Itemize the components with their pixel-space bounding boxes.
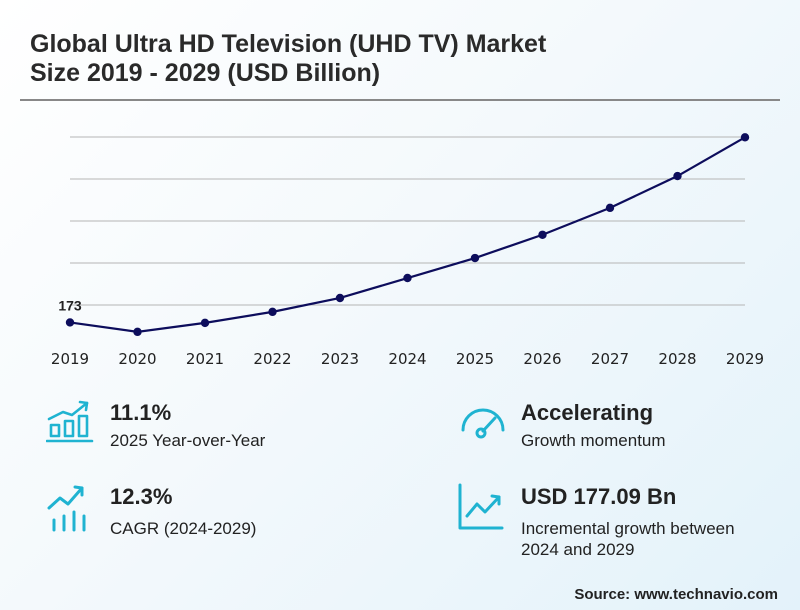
stat-yoy-desc: 2025 Year-over-Year [110, 431, 266, 450]
title-divider [20, 99, 780, 101]
stat-yoy: 11.1% 2025 Year-over-Year [46, 398, 366, 458]
title-line-1: Global Ultra HD Television (UHD TV) Mark… [30, 30, 547, 58]
data-point-2019 [65, 318, 75, 327]
title-line-2: Size 2019 - 2029 (USD Billion) [30, 59, 381, 87]
stat-cagr-desc: CAGR (2024-2029) [110, 519, 257, 538]
stat-cagr-value: 12.3% [110, 484, 173, 509]
stat-yoy-value: 11.1% [110, 400, 172, 425]
data-point-2023 [335, 293, 345, 303]
stat-momentum-value: Accelerating [521, 400, 654, 425]
data-point-2024 [403, 273, 412, 283]
stat-momentum-desc: Growth momentum [521, 431, 666, 450]
data-point-2026 [538, 230, 547, 239]
x-tick-2021: 2021 [186, 350, 224, 368]
trend-chart-icon [458, 483, 504, 530]
x-tick-2020: 2020 [118, 350, 156, 368]
bar-growth-icon [46, 400, 94, 443]
line-chart: 173 2019 2020 2021 2022 2023 2024 2025 2026 2027… [51, 133, 764, 368]
growth-bars-line-icon [47, 485, 86, 532]
stat-cagr: 12.3% CAGR (2024-2029) [46, 482, 366, 542]
x-tick-2023: 2023 [321, 350, 359, 368]
data-point-2025 [470, 253, 480, 263]
stat-incremental-value: USD 177.09 Bn [521, 484, 677, 509]
data-point-2021 [200, 318, 210, 328]
data-point-2029 [740, 133, 750, 142]
x-tick-2025: 2025 [456, 350, 494, 368]
x-tick-2028: 2028 [658, 350, 696, 368]
x-tick-2019: 2019 [51, 350, 89, 368]
data-label-2019: 173 [58, 297, 82, 313]
x-tick-2024: 2024 [388, 350, 426, 368]
x-tick-2029: 2029 [726, 350, 764, 368]
chart-title: Global Ultra HD Television (UHD TV) Mark… [30, 30, 670, 88]
x-tick-2027: 2027 [591, 350, 629, 368]
stat-momentum: Accelerating Growth momentum [457, 398, 777, 458]
data-point-2027 [605, 203, 615, 213]
data-point-2028 [673, 171, 682, 181]
data-point-2020 [133, 327, 142, 337]
series-line [69, 136, 746, 333]
data-point-2022 [268, 307, 277, 317]
stat-incremental-desc: Incremental growth between 2024 and 2029 [521, 519, 735, 559]
x-tick-2026: 2026 [523, 350, 561, 368]
speedometer-icon [461, 408, 505, 439]
source-credit: Source: www.technavio.com [574, 586, 778, 603]
x-tick-2022: 2022 [253, 350, 291, 368]
stat-incremental: USD 177.09 Bn Incremental growth between… [457, 482, 777, 562]
